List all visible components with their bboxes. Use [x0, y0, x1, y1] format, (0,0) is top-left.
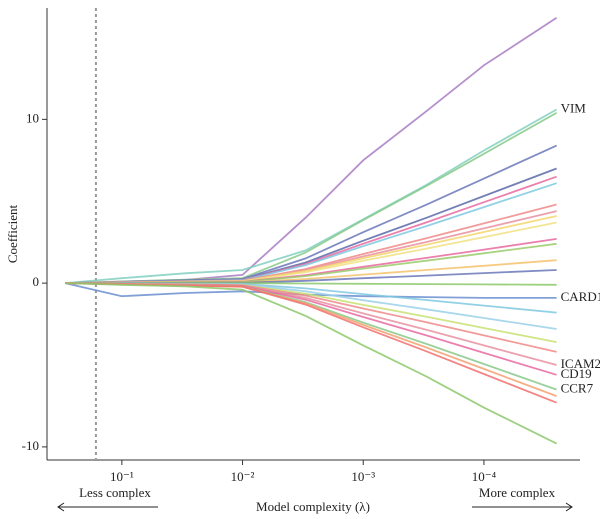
more-complex-label: More complex	[479, 485, 556, 500]
x-axis-label: Model complexity (λ)	[256, 499, 370, 514]
y-tick-label: 10	[26, 110, 39, 125]
coefficient-path	[65, 108, 558, 284]
y-tick-label: 0	[33, 274, 40, 289]
coefficient-path	[65, 282, 557, 445]
y-axis-label: Coefficient	[5, 204, 20, 263]
arrows	[57, 502, 573, 512]
series-label: CARD11	[561, 289, 600, 304]
x-tick-label: 10⁻²	[231, 469, 255, 484]
series-label: VIM	[561, 101, 587, 116]
x-tick-label: 10⁻³	[351, 469, 375, 484]
left-arrow	[57, 502, 158, 512]
series-label: CCR7	[561, 381, 594, 396]
series-label: CD19	[561, 366, 592, 381]
less-complex-label: Less complex	[79, 485, 151, 500]
coefficient-path	[65, 112, 558, 284]
right-arrow	[472, 502, 573, 512]
x-tick-label: 10⁻⁴	[472, 469, 497, 484]
x-tick-label: 10⁻¹	[110, 469, 134, 484]
y-tick-label: -10	[22, 438, 39, 453]
series-label: ICAM2	[561, 356, 600, 371]
